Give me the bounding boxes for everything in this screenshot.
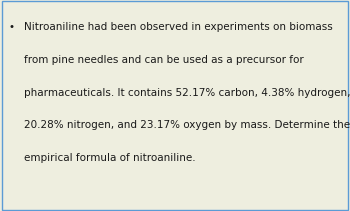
Text: Nitroaniline had been observed in experiments on biomass: Nitroaniline had been observed in experi… — [24, 22, 332, 32]
Text: empirical formula of nitroaniline.: empirical formula of nitroaniline. — [24, 153, 195, 163]
Text: pharmaceuticals. It contains 52.17% carbon, 4.38% hydrogen,: pharmaceuticals. It contains 52.17% carb… — [24, 88, 350, 97]
Text: •: • — [9, 22, 15, 32]
Text: 20.28% nitrogen, and 23.17% oxygen by mass. Determine the: 20.28% nitrogen, and 23.17% oxygen by ma… — [24, 120, 350, 130]
FancyBboxPatch shape — [2, 1, 348, 210]
Text: from pine needles and can be used as a precursor for: from pine needles and can be used as a p… — [24, 55, 303, 65]
